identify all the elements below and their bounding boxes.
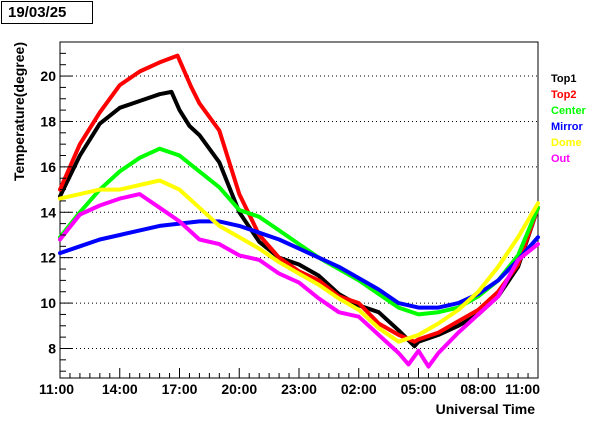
date-label: 19/03/25 [1, 1, 93, 24]
x-tick-label: 17:00 [162, 381, 198, 397]
y-tick-label: 12 [40, 250, 56, 266]
y-tick-label: 20 [40, 68, 56, 84]
legend-entry-dome: Dome [551, 137, 582, 149]
x-tick-label: 11:00 [39, 381, 74, 397]
series-line-dome [58, 178, 540, 344]
x-tick-label: 08:00 [460, 381, 496, 397]
x-tick-label: 05:00 [401, 381, 437, 397]
series-line-top1 [58, 89, 540, 349]
y-tick-label: 8 [48, 340, 56, 356]
legend-entry-center: Center [551, 105, 587, 117]
series-line-out [58, 192, 540, 369]
legend-entry-top1: Top1 [551, 73, 576, 85]
series-lines [58, 53, 540, 369]
y-tick-label: 10 [40, 295, 56, 311]
legend-entry-out: Out [551, 153, 570, 165]
x-tick-label: 02:00 [341, 381, 377, 397]
series-line-mirror [58, 219, 540, 310]
y-tick-label: 16 [40, 159, 56, 175]
legend-entry-top2: Top2 [551, 89, 576, 101]
legend-entry-mirror: Mirror [551, 121, 584, 133]
y-tick-label: 18 [40, 113, 56, 129]
legend: Top1 Top2 Center Mirror Dome Out [551, 73, 587, 165]
x-tick-label: 11:00 [505, 381, 540, 397]
x-tick-label: 14:00 [102, 381, 138, 397]
y-axis-title: Temperature(degree) [11, 42, 27, 181]
axes: 8 10 12 14 16 18 20 11:00 14:00 17:00 20:00 23:00 02… [39, 52, 540, 397]
x-axis-title: Universal Time [436, 401, 536, 417]
y-tick-label: 14 [40, 204, 56, 220]
x-tick-label: 20:00 [221, 381, 257, 397]
x-tick-label: 23:00 [281, 381, 317, 397]
